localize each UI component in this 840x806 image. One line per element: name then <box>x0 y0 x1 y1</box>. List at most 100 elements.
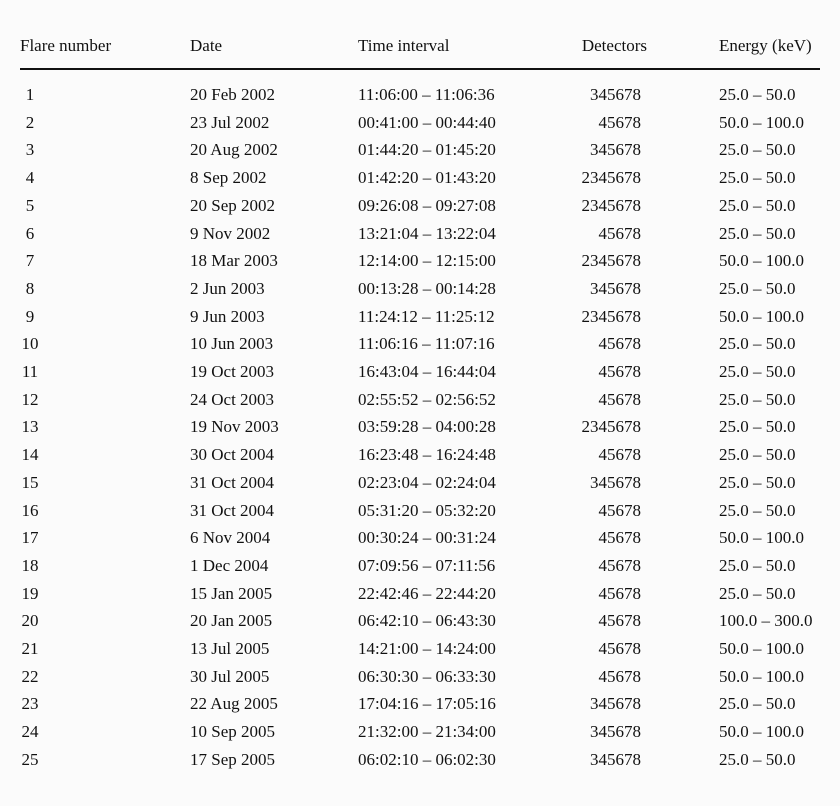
table-cell: 9 Nov 2002 <box>190 223 271 243</box>
table-cell: 25.0 – 50.0 <box>719 583 796 603</box>
table-cell: 02:23:04 – 02:24:04 <box>358 472 496 492</box>
table-cell: 25.0 – 50.0 <box>719 749 796 769</box>
table-cell: 4 <box>25 168 35 188</box>
column-header: Time interval <box>358 36 450 55</box>
table-cell: 10 Sep 2005 <box>190 722 275 742</box>
table-cell: 345678 <box>590 472 641 492</box>
table-cell: 02:55:52 – 02:56:52 <box>358 389 496 409</box>
table-cell: 1 <box>25 85 35 104</box>
column-header: Flare number <box>20 36 112 55</box>
table-cell: 2345678 <box>581 417 642 437</box>
table-cell: 07:09:56 – 07:11:56 <box>358 555 496 575</box>
table-cell: 45678 <box>598 500 642 520</box>
table-cell: 50.0 – 100.0 <box>719 722 804 742</box>
table-cell: 1 Dec 2004 <box>190 555 269 575</box>
table-cell: 10 Jun 2003 <box>190 334 274 354</box>
table-cell: 17:04:16 – 17:05:16 <box>358 694 496 714</box>
table-cell: 45678 <box>598 334 642 354</box>
table-cell: 25.0 – 50.0 <box>719 140 796 160</box>
table-cell: 8 <box>25 278 35 298</box>
column-header: Detectors <box>581 36 647 55</box>
table-cell: 15 <box>21 472 39 492</box>
table-cell: 45678 <box>598 223 642 243</box>
table-cell: 19 <box>21 583 39 603</box>
table-cell: 25.0 – 50.0 <box>719 417 796 437</box>
table-cell: 9 <box>25 306 35 326</box>
table-cell: 11:06:00 – 11:06:36 <box>358 85 495 104</box>
table-cell: 45678 <box>598 445 642 465</box>
table-cell: 06:30:30 – 06:33:30 <box>358 666 496 686</box>
table-cell: 7 <box>25 251 35 271</box>
table-cell: 25.0 – 50.0 <box>719 555 796 575</box>
table-cell: 20 Feb 2002 <box>190 85 275 104</box>
table-cell: 45678 <box>598 528 642 548</box>
table-cell: 16 <box>21 500 39 520</box>
table-cell: 345678 <box>590 722 641 742</box>
table-cell: 10 <box>21 334 39 354</box>
table-cell: 18 Mar 2003 <box>190 251 278 271</box>
table-cell: 2345678 <box>581 251 642 271</box>
table-cell: 25.0 – 50.0 <box>719 694 796 714</box>
table-cell: 50.0 – 100.0 <box>719 528 804 548</box>
table-cell: 25.0 – 50.0 <box>719 85 796 104</box>
table-cell: 16:23:48 – 16:24:48 <box>358 445 496 465</box>
table-cell: 17 Sep 2005 <box>190 749 275 769</box>
table-cell: 01:44:20 – 01:45:20 <box>358 140 496 160</box>
table-cell: 345678 <box>590 749 641 769</box>
table-cell: 50.0 – 100.0 <box>719 666 804 686</box>
table-cell: 50.0 – 100.0 <box>719 112 804 132</box>
table-cell: 25 <box>21 749 39 769</box>
table-cell: 25.0 – 50.0 <box>719 195 796 215</box>
table-cell: 20 Jan 2005 <box>190 611 273 631</box>
header-rule <box>20 68 820 70</box>
table-cell: 21 <box>21 639 39 658</box>
table-cell: 45678 <box>598 639 642 658</box>
table-cell: 6 Nov 2004 <box>190 528 271 548</box>
table-cell: 345678 <box>590 278 641 298</box>
table-cell: 3 <box>25 140 35 160</box>
table-cell: 11:24:12 – 11:25:12 <box>358 306 495 326</box>
table-cell: 06:02:10 – 06:02:30 <box>358 749 496 769</box>
table-cell: 06:42:10 – 06:43:30 <box>358 611 496 631</box>
table-cell: 19 Nov 2003 <box>190 417 279 437</box>
table-cell: 05:31:20 – 05:32:20 <box>358 500 496 520</box>
table-cell: 2 Jun 2003 <box>190 278 265 298</box>
table-cell: 25.0 – 50.0 <box>719 362 796 381</box>
table-cell: 18 <box>21 555 39 575</box>
table-cell: 16:43:04 – 16:44:04 <box>358 362 496 381</box>
table-cell: 09:26:08 – 09:27:08 <box>358 195 496 215</box>
table-cell: 100.0 – 300.0 <box>719 611 813 631</box>
table-cell: 22:42:46 – 22:44:20 <box>358 583 496 603</box>
table-cell: 6 <box>25 223 35 243</box>
table-cell: 12 <box>21 389 39 409</box>
table-cell: 00:13:28 – 00:14:28 <box>358 278 496 298</box>
table-cell: 14 <box>21 445 39 465</box>
table-cell: 5 <box>25 195 35 215</box>
table-cell: 50.0 – 100.0 <box>719 251 804 271</box>
table-cell: 22 Aug 2005 <box>190 694 278 714</box>
table-cell: 25.0 – 50.0 <box>719 278 796 298</box>
table-cell: 45678 <box>598 389 642 409</box>
table-cell: 50.0 – 100.0 <box>719 306 804 326</box>
table-cell: 25.0 – 50.0 <box>719 223 796 243</box>
table-cell: 20 Aug 2002 <box>190 140 278 160</box>
table-cell: 2345678 <box>581 306 642 326</box>
table-cell: 21:32:00 – 21:34:00 <box>358 722 496 742</box>
table-cell: 345678 <box>590 85 641 104</box>
table-cell: 45678 <box>598 362 642 381</box>
table-cell: 19 Oct 2003 <box>190 362 275 381</box>
table-cell: 25.0 – 50.0 <box>719 472 796 492</box>
table-cell: 24 Oct 2003 <box>190 389 275 409</box>
table-cell: 01:42:20 – 01:43:20 <box>358 168 496 188</box>
table-cell: 25.0 – 50.0 <box>719 389 796 409</box>
table-cell: 45678 <box>598 611 642 631</box>
table-cell: 8 Sep 2002 <box>190 168 267 188</box>
table-cell: 14:21:00 – 14:24:00 <box>358 639 496 658</box>
table-cell: 25.0 – 50.0 <box>719 334 796 354</box>
table-cell: 00:41:00 – 00:44:40 <box>358 112 496 132</box>
table-cell: 20 <box>21 611 39 631</box>
table-cell: 25.0 – 50.0 <box>719 500 796 520</box>
table-cell: 45678 <box>598 555 642 575</box>
table-cell: 12:14:00 – 12:15:00 <box>358 251 496 271</box>
